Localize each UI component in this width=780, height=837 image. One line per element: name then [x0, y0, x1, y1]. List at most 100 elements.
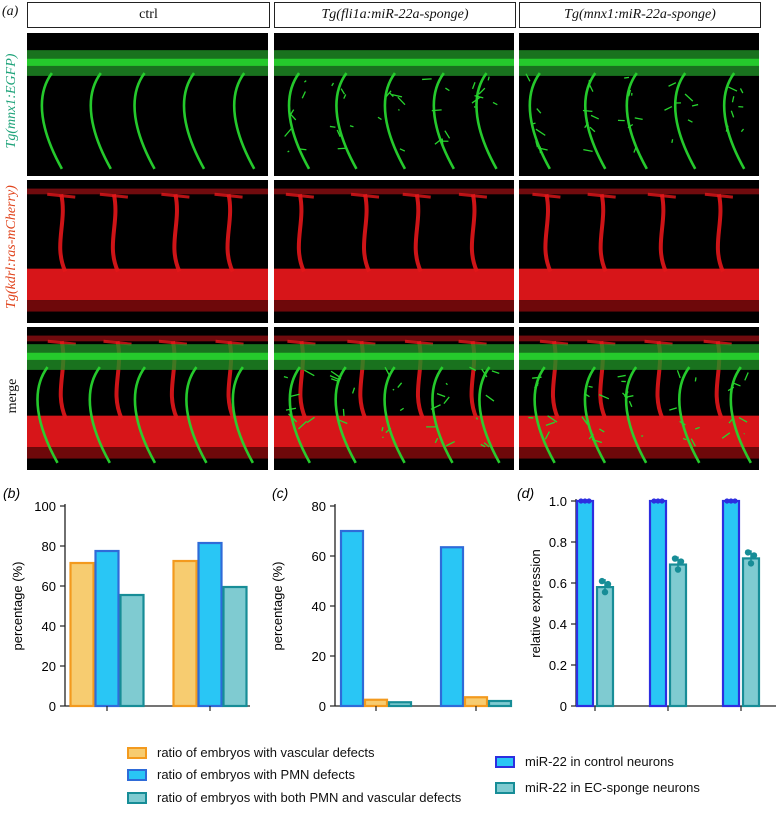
data-point — [659, 498, 665, 504]
y-axis-label: percentage (%) — [270, 562, 285, 651]
micrograph-merge-2 — [519, 327, 759, 470]
bar-ec_neurons-0 — [595, 585, 615, 708]
y-tick-label: 1.0 — [549, 494, 567, 509]
data-point — [598, 577, 606, 585]
y-tick-label: 0.8 — [549, 535, 567, 550]
x-tick-label: 72 hpf — [723, 717, 760, 718]
data-point — [728, 498, 734, 504]
legend-item-both: ratio of embryos with both PMN and vascu… — [127, 790, 461, 805]
data-point — [671, 555, 679, 562]
bar-ctrl_neurons-2 — [721, 499, 741, 708]
row-label-merge: merge — [5, 378, 20, 414]
y-tick-label: 0.4 — [549, 617, 567, 632]
bar-vascular-1 — [172, 559, 198, 708]
column-header-fli1a-text: (fli1a:miR-22a-sponge) — [336, 7, 469, 22]
micrograph-egfp-0 — [27, 33, 268, 176]
data-point — [651, 498, 657, 504]
column-header-mnx1: Tg(mnx1:miR-22a-sponge) — [519, 2, 761, 28]
legend-label-ctrl_neurons: miR-22 in control neurons — [525, 754, 674, 769]
y-tick-label: 0 — [49, 699, 56, 714]
y-axis-label: relative expression — [528, 549, 543, 657]
legend-label-pmn: ratio of embryos with PMN defects — [157, 767, 355, 782]
y-tick-label: 0.6 — [549, 576, 567, 591]
legend-item-pmn: ratio of embryos with PMN defects — [127, 767, 355, 782]
y-tick-label: 20 — [312, 649, 326, 664]
column-header-ctrl-text: ctrl — [139, 7, 158, 22]
bar-ctrl_neurons-0 — [575, 499, 595, 708]
chart-d: (d) 0 0.2 0.4 0.6 0.8 1.0 relative expression 24… — [517, 485, 776, 718]
y-tick-label: 40 — [42, 619, 56, 634]
data-point — [586, 498, 592, 504]
bar-both-0 — [387, 701, 413, 708]
bar-pmn-0 — [339, 529, 365, 708]
column-header-ctrl: ctrl — [27, 2, 270, 28]
column-header-mnx1-text: (mnx1:miR-22a-sponge) — [578, 7, 716, 22]
bar-pmn-1 — [439, 546, 465, 708]
legend-label-both: ratio of embryos with both PMN and vascu… — [157, 790, 462, 805]
y-tick-label: 60 — [312, 549, 326, 564]
x-tick-label: 24 hpf — [577, 717, 614, 718]
bar-ctrl_neurons-1 — [648, 499, 668, 708]
micrograph-egfp-2 — [519, 33, 759, 176]
y-tick-label: 0.2 — [549, 658, 567, 673]
micrograph-mcherry-0 — [27, 180, 268, 323]
panel-letter: (d) — [517, 485, 534, 501]
micrograph-mcherry-2 — [519, 180, 759, 323]
data-point — [604, 580, 612, 588]
bar-vascular-0 — [69, 561, 95, 708]
legend-left: ratio of embryos with vascular defects ra… — [127, 743, 507, 837]
micrograph-egfp-1 — [274, 33, 514, 176]
legend-label-ec_neurons: miR-22 in EC-sponge neurons — [525, 780, 700, 795]
y-tick-label: 80 — [42, 539, 56, 554]
legend-swatch-pmn — [127, 768, 147, 781]
chart-b: (b) 0 20 40 60 80 100 percentage (%) 48 hpf 72 hp… — [3, 485, 250, 718]
data-point — [750, 552, 758, 559]
row-label-egfp: Tg(mnx1:EGFP) — [4, 53, 19, 149]
micrograph-merge-0 — [27, 327, 268, 470]
bar-both-1 — [487, 699, 513, 708]
micrograph-mcherry-1 — [274, 180, 514, 323]
bar-vascular-1 — [463, 696, 489, 708]
legend-swatch-ctrl_neurons — [495, 755, 515, 768]
bar-both-1 — [222, 585, 248, 708]
micrograph-merge-1 — [274, 327, 514, 470]
legend-swatch-both — [127, 791, 147, 804]
bar-vascular-0 — [363, 698, 389, 708]
x-tick-label: 48 hpf — [650, 717, 687, 718]
y-axis-label: percentage (%) — [10, 562, 25, 651]
column-header-fli1a-tg: Tg — [321, 7, 337, 22]
data-point — [578, 498, 584, 504]
data-point — [677, 558, 685, 565]
row-label-mcherry: Tg(kdrl:ras-mCherry) — [4, 185, 19, 309]
y-tick-label: 0 — [319, 699, 326, 714]
bar-ec_neurons-1 — [668, 563, 688, 708]
data-point — [582, 498, 588, 504]
data-point — [724, 498, 730, 504]
y-tick-label: 40 — [312, 599, 326, 614]
y-tick-label: 0 — [560, 699, 567, 714]
data-point — [744, 549, 752, 556]
panel-letter: (c) — [272, 485, 288, 501]
y-tick-label: 100 — [34, 499, 56, 514]
bar-both-0 — [119, 593, 145, 708]
y-tick-label: 60 — [42, 579, 56, 594]
legend-label-vascular: ratio of embryos with vascular defects — [157, 745, 375, 760]
column-header-fli1a: Tg(fli1a:miR-22a-sponge) — [274, 2, 516, 28]
column-header-mnx1-tg: Tg — [564, 7, 579, 22]
x-tick-label: 72 hpf — [192, 717, 229, 718]
bar-pmn-0 — [94, 549, 120, 708]
legend-item-ctrl_neurons: miR-22 in control neurons — [495, 754, 674, 769]
legend-item-ec_neurons: miR-22 in EC-sponge neurons — [495, 780, 700, 795]
legend-swatch-vascular — [127, 746, 147, 759]
panel-a-letter: (a) — [2, 4, 19, 19]
legend-right: miR-22 in control neurons miR-22 in EC-sp… — [495, 752, 780, 812]
bar-pmn-1 — [197, 541, 223, 708]
legend-item-vascular: ratio of embryos with vascular defects — [127, 745, 374, 760]
panel-letter: (b) — [3, 485, 20, 501]
x-tick-label: 72 hpf — [458, 717, 495, 718]
x-tick-label: 48 hpf — [358, 717, 395, 718]
y-tick-label: 20 — [42, 659, 56, 674]
y-tick-label: 80 — [312, 499, 326, 514]
x-tick-label: 48 hpf — [89, 717, 126, 718]
data-point — [732, 498, 738, 504]
